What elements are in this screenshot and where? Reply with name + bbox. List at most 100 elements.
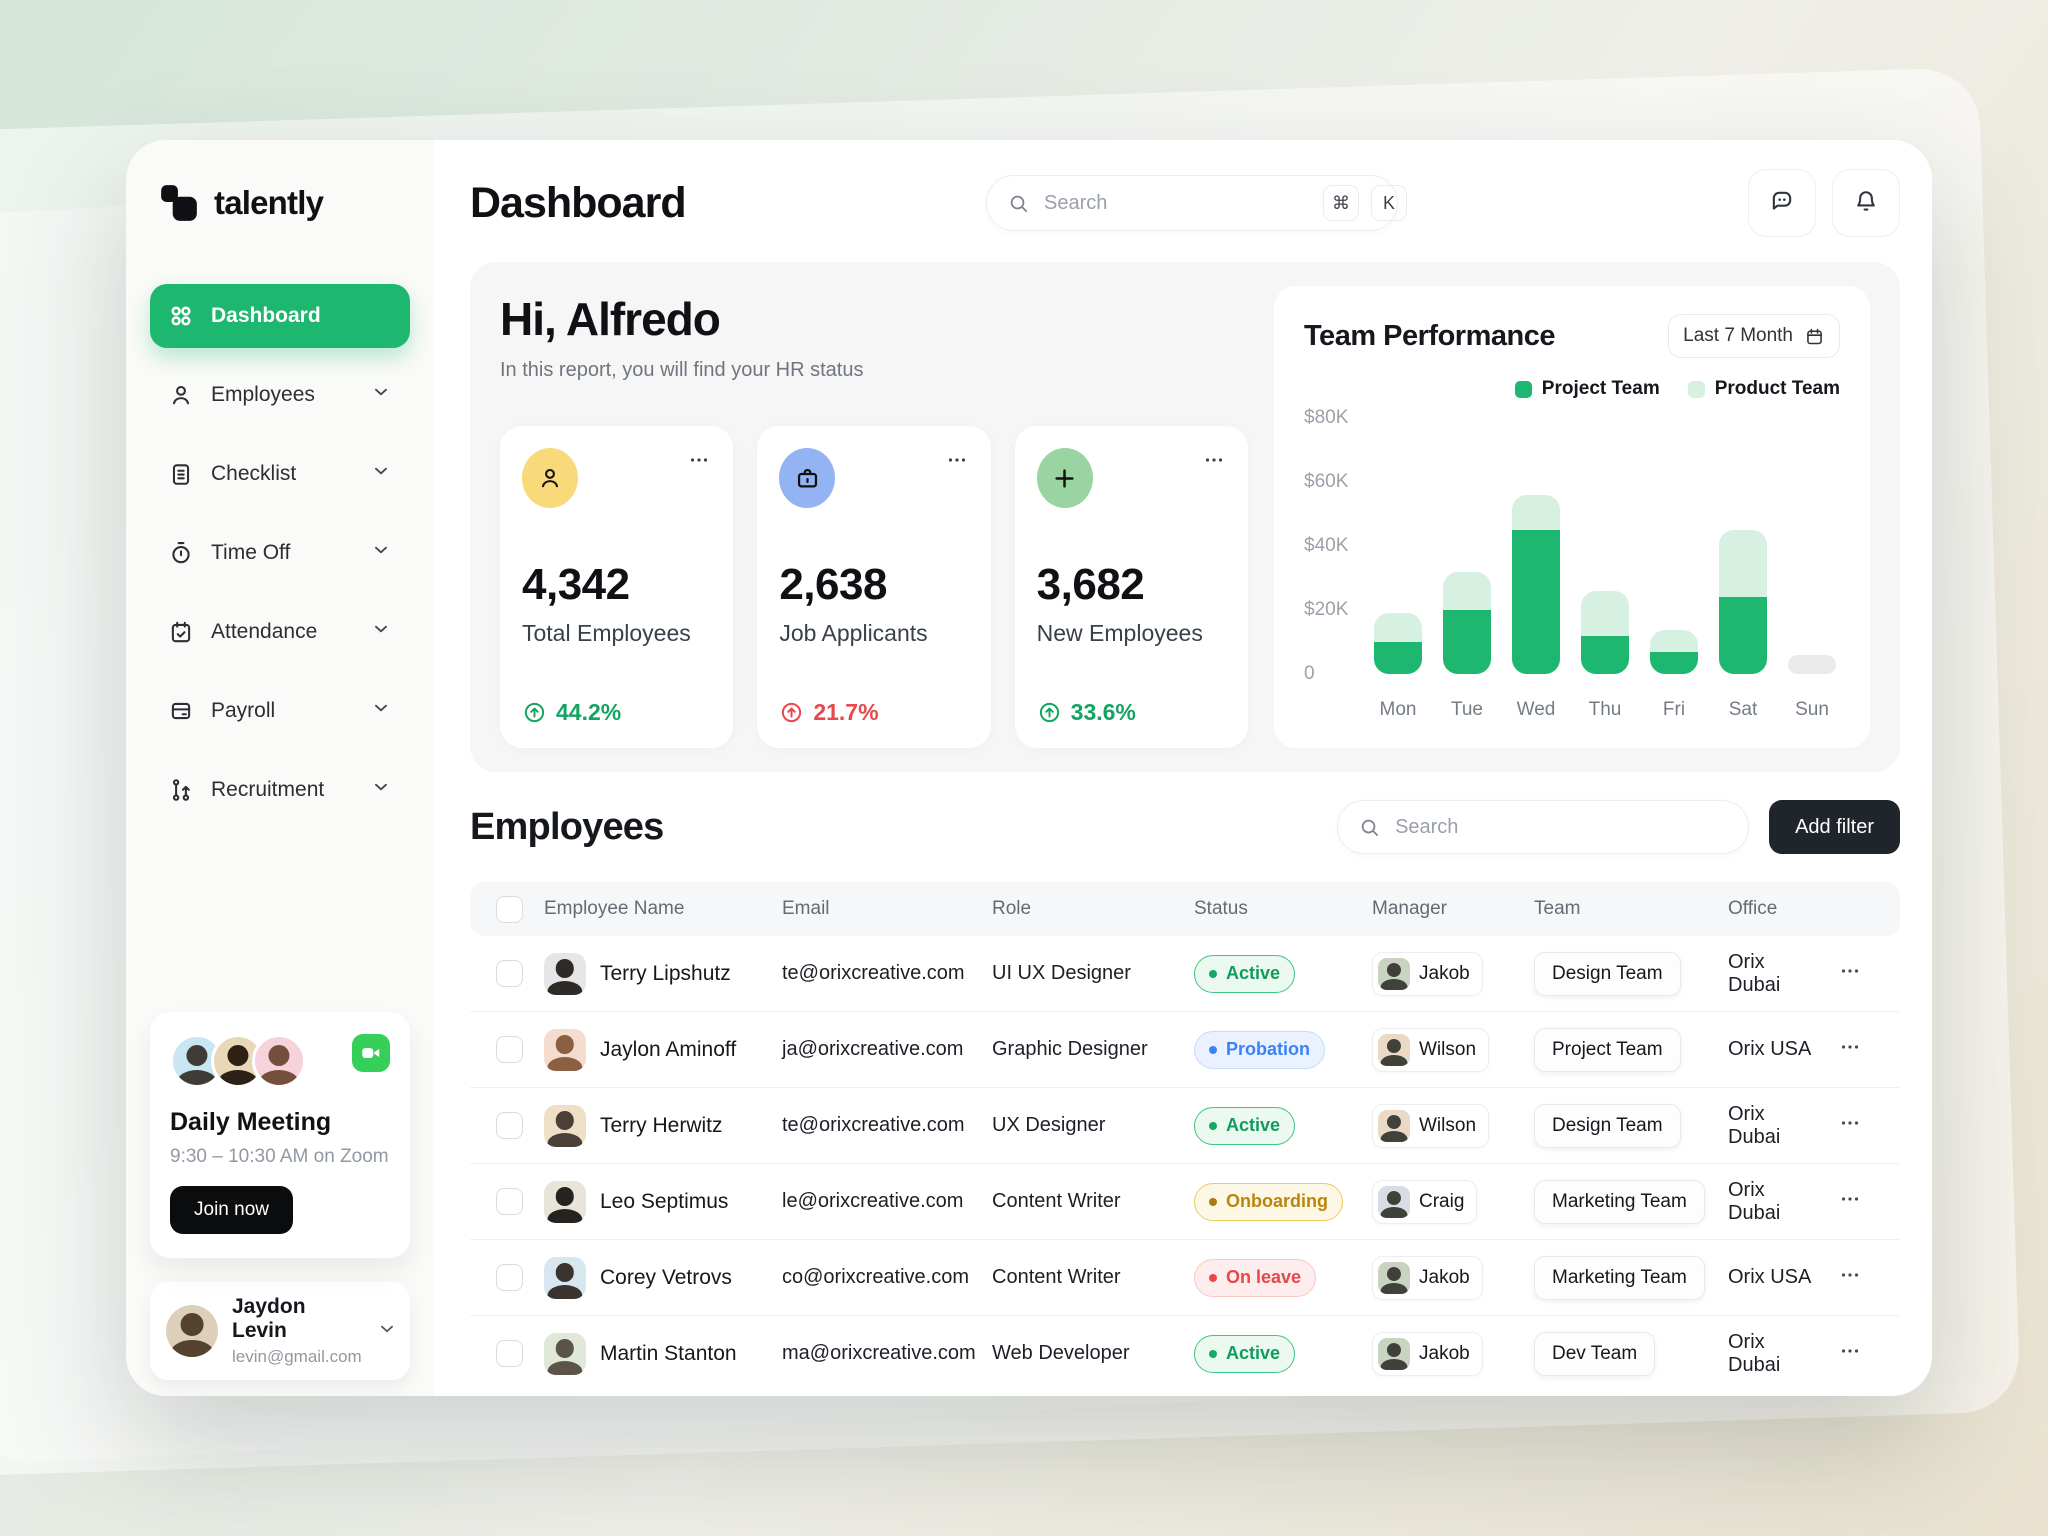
sidebar-item-checklist[interactable]: Checklist: [150, 442, 410, 506]
row-menu-button[interactable]: [1838, 1339, 1862, 1368]
row-menu-button[interactable]: [1838, 1035, 1862, 1064]
employee-name: Leo Septimus: [600, 1189, 729, 1213]
employee-email: le@orixcreative.com: [782, 1190, 964, 1212]
employee-office: Orix Dubai: [1728, 1102, 1781, 1148]
bar-mon: [1374, 613, 1422, 674]
add-filter-button[interactable]: Add filter: [1769, 800, 1900, 854]
period-selector-button[interactable]: Last 7 Month: [1668, 314, 1840, 358]
avatar: [166, 1305, 218, 1357]
user-profile[interactable]: Jaydon Levin levin@gmail.com: [150, 1282, 410, 1380]
avatar: [1378, 1337, 1410, 1370]
card-menu-button[interactable]: [945, 448, 969, 477]
bar-tue: [1443, 572, 1491, 674]
bar-no-data: [1788, 655, 1836, 674]
x-tick: Thu: [1588, 699, 1622, 720]
card-menu-button[interactable]: [687, 448, 711, 477]
y-tick: $40K: [1304, 535, 1349, 556]
column-header-manager: Manager: [1372, 898, 1447, 919]
chevron-down-icon: [370, 618, 392, 646]
row-checkbox[interactable]: [496, 1112, 523, 1139]
table-body: Terry Lipshutz te@orixcreative.com UI UX…: [470, 936, 1900, 1391]
status-dot: [1209, 1121, 1217, 1130]
column-header-email: Email: [782, 898, 830, 919]
y-axis-labels: $80K $60K $40K $20K 0: [1304, 407, 1358, 685]
page-title: Dashboard: [470, 178, 687, 227]
employees-search-input[interactable]: [1393, 814, 1739, 840]
sidebar-item-attendance[interactable]: Attendance: [150, 600, 410, 664]
calendar-check-icon: [168, 619, 194, 645]
row-checkbox[interactable]: [496, 960, 523, 987]
row-menu-button[interactable]: [1838, 1111, 1862, 1140]
x-tick: Mon: [1379, 699, 1417, 720]
stat-value: 2,638: [779, 560, 887, 609]
row-menu-button[interactable]: [1838, 1187, 1862, 1216]
employee-office: Orix USA: [1728, 1038, 1812, 1060]
bar-segment-product: [1374, 613, 1422, 642]
chevron-down-icon: [370, 381, 392, 409]
bar-segment-project: [1581, 636, 1629, 674]
sidebar-item-dashboard[interactable]: Dashboard: [150, 284, 410, 348]
chevron-down-icon: [370, 697, 392, 725]
avatar: [544, 1180, 586, 1223]
bars-area: [1370, 418, 1840, 674]
column-header-employee-name: Employee Name: [544, 898, 685, 919]
row-checkbox[interactable]: [496, 1036, 523, 1063]
employee-office: Orix Dubai: [1728, 1330, 1781, 1376]
chevron-down-icon: [370, 776, 392, 804]
sidebar-item-time-off[interactable]: Time Off: [150, 521, 410, 585]
card-menu-button[interactable]: [1202, 448, 1226, 477]
employee-office: Orix USA: [1728, 1266, 1812, 1288]
sidebar-item-recruitment[interactable]: Recruitment: [150, 758, 410, 822]
status-dot: [1209, 969, 1217, 978]
x-tick: Fri: [1662, 699, 1686, 720]
daily-meeting-card: Daily Meeting 9:30 – 10:30 AM on Zoom Jo…: [150, 1012, 410, 1258]
row-checkbox[interactable]: [496, 1264, 523, 1291]
global-search[interactable]: ⌘ K: [986, 175, 1407, 231]
employee-office: Orix Dubai: [1728, 950, 1781, 996]
row-menu-button[interactable]: [1838, 1263, 1862, 1292]
chevron-down-icon: [370, 460, 392, 488]
avatar: [1378, 1185, 1410, 1218]
manager-pill: Jakob: [1372, 1255, 1483, 1300]
legend-item: Product Team: [1687, 378, 1840, 400]
employee-role: Web Developer: [992, 1342, 1130, 1364]
profile-name: Jaydon Levin: [232, 1295, 306, 1342]
select-all-checkbox[interactable]: [496, 895, 523, 923]
employee-name: Terry Herwitz: [600, 1113, 723, 1137]
messages-button[interactable]: [1748, 169, 1816, 237]
brand-logo: talently: [150, 182, 410, 224]
status-badge: Probation: [1194, 1030, 1325, 1069]
employee-email: ma@orixcreative.com: [782, 1342, 976, 1364]
meeting-avatars: [170, 1034, 390, 1088]
notifications-button[interactable]: [1832, 169, 1900, 237]
x-tick: Tue: [1450, 699, 1484, 720]
bell-icon: [1852, 187, 1880, 220]
status-badge: Active: [1194, 954, 1296, 993]
row-menu-button[interactable]: [1838, 959, 1862, 988]
main-content: Dashboard ⌘ K: [434, 140, 1932, 1396]
column-header-office: Office: [1728, 898, 1778, 919]
chat-icon: [1768, 187, 1796, 220]
sidebar-item-label: Time Off: [211, 541, 291, 564]
team-performance-card: Team Performance Last 7 Month Project Te…: [1274, 286, 1870, 748]
chevron-down-icon: [376, 1318, 398, 1345]
manager-pill: Jakob: [1372, 1331, 1483, 1376]
search-input[interactable]: [1042, 190, 1311, 216]
status-badge: On leave: [1194, 1258, 1317, 1297]
sidebar-item-label: Employees: [211, 383, 315, 406]
employee-role: UX Designer: [992, 1114, 1106, 1136]
sidebar-item-employees[interactable]: Employees: [150, 363, 410, 427]
avatar: [1378, 957, 1410, 990]
join-now-button[interactable]: Join now: [170, 1186, 293, 1234]
avatar: [544, 1028, 586, 1071]
status-badge: Onboarding: [1194, 1182, 1343, 1221]
sidebar-item-payroll[interactable]: Payroll: [150, 679, 410, 743]
employees-table: Employee Name Email Role Status Manager Team O…: [470, 882, 1900, 1391]
topbar: Dashboard ⌘ K: [470, 169, 1900, 237]
stat-delta: 44.2%: [522, 699, 711, 726]
sidebar-menu: Dashboard Employees Checklist Time Off A…: [150, 284, 410, 822]
row-checkbox[interactable]: [496, 1188, 523, 1215]
team-pill: Project Team: [1534, 1027, 1681, 1072]
employees-search[interactable]: [1337, 800, 1750, 854]
row-checkbox[interactable]: [496, 1340, 523, 1367]
